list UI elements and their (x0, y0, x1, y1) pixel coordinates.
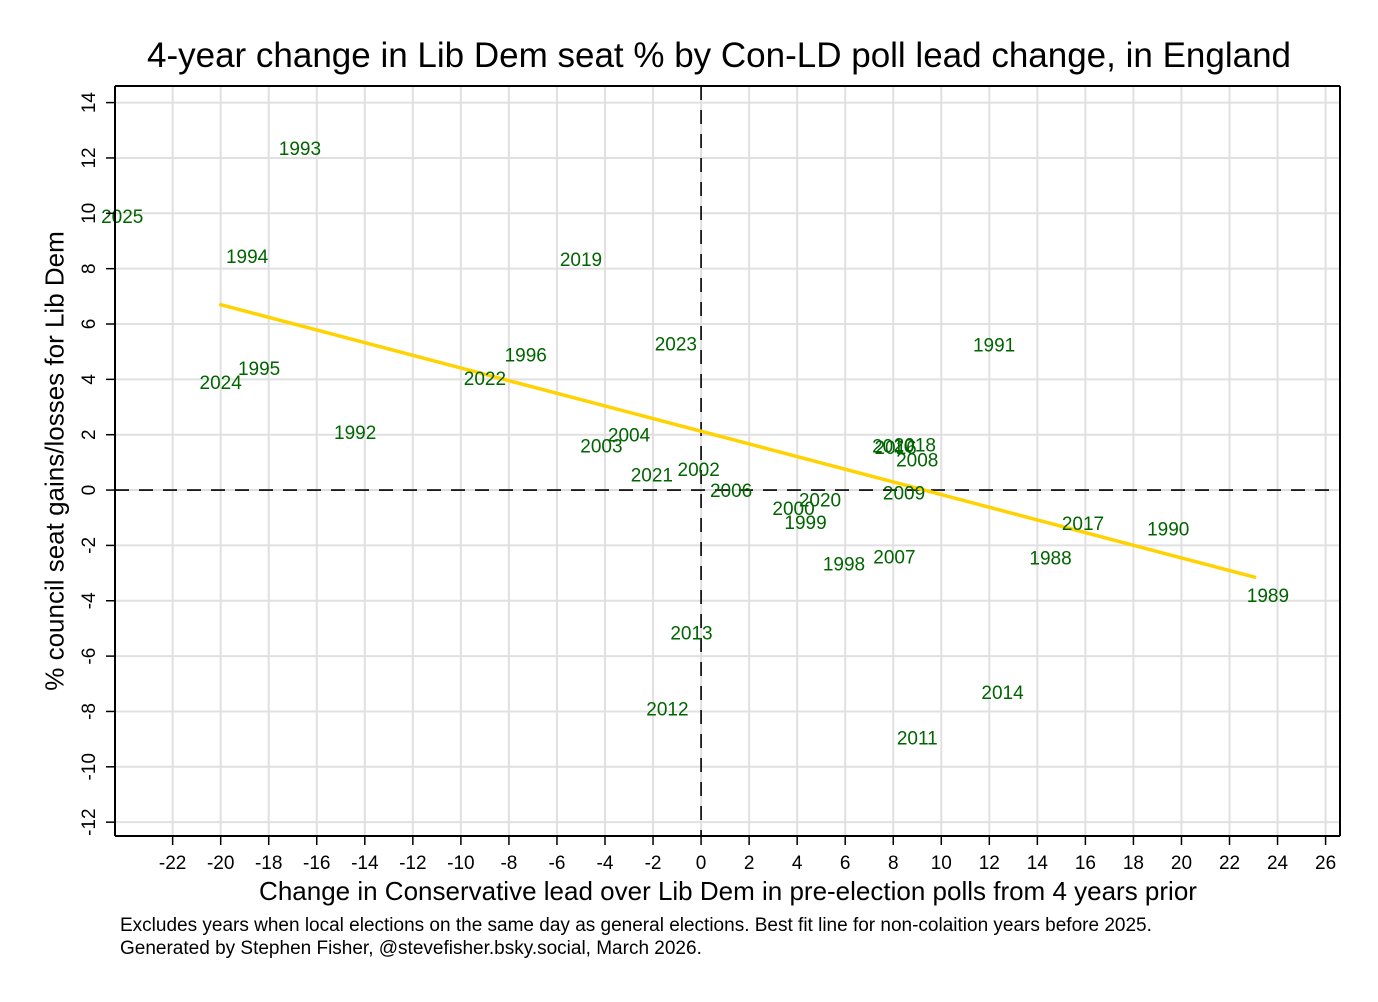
data-point-label-1990: 1990 (1147, 520, 1189, 541)
y-tick-label: 12 (79, 147, 100, 168)
x-tick-label: 20 (1171, 853, 1192, 874)
footnote-credit: Generated by Stephen Fisher, @stevefishe… (120, 938, 702, 959)
data-point-label-2007: 2007 (873, 547, 915, 568)
data-point-label-1992: 1992 (334, 423, 376, 444)
x-tick-label: -16 (303, 853, 330, 874)
reference-lines (115, 86, 1340, 836)
data-point-label-2009: 2009 (883, 484, 925, 505)
chart-title: 4-year change in Lib Dem seat % by Con-L… (146, 36, 1292, 75)
x-tick-label: -4 (597, 853, 614, 874)
y-tick-label: 8 (79, 263, 100, 274)
x-tick-label: -10 (447, 853, 474, 874)
x-tick-label: 16 (1075, 853, 1096, 874)
data-point-label-2002: 2002 (678, 460, 720, 481)
data-point-label-2011: 2011 (897, 729, 938, 750)
x-tick-label: -18 (255, 853, 282, 874)
data-point-label-2010: 2010 (872, 437, 914, 458)
data-point-label-2022: 2022 (464, 369, 506, 390)
data-point-label-2004: 2004 (608, 426, 651, 447)
y-tick-label: -8 (79, 703, 100, 720)
data-point-label-1989: 1989 (1247, 586, 1289, 607)
data-point-label-1994: 1994 (226, 247, 269, 268)
x-tick-label: 26 (1315, 853, 1336, 874)
y-tick-label: 10 (79, 203, 100, 224)
x-tick-label: 14 (1027, 853, 1049, 874)
data-point-label-2024: 2024 (200, 373, 243, 394)
data-point-label-2013: 2013 (670, 623, 712, 644)
x-tick-label: -20 (207, 853, 234, 874)
data-point-label-2000: 2000 (772, 499, 814, 520)
x-tick-label: 6 (840, 853, 851, 874)
data-point-label-2003: 2003 (580, 437, 622, 458)
x-tick-label: 8 (888, 853, 899, 874)
data-point-label-2023: 2023 (655, 334, 697, 355)
x-tick-label: -2 (645, 853, 662, 874)
x-tick-label: 10 (931, 853, 952, 874)
y-tick-label: 0 (79, 485, 100, 496)
fit-line-group (218, 302, 1257, 579)
x-tick-label: -22 (159, 853, 186, 874)
data-point-label-1996: 1996 (505, 345, 547, 366)
data-point-label-2012: 2012 (646, 700, 688, 721)
data-point-label-2019: 2019 (560, 250, 602, 271)
best-fit-line (218, 302, 1257, 579)
x-tick-label: -12 (399, 853, 426, 874)
data-point-label-2006: 2006 (710, 481, 752, 502)
x-tick-label: 2 (744, 853, 755, 874)
y-tick-label: -6 (79, 648, 100, 665)
x-tick-label: 4 (792, 853, 803, 874)
y-tick-label: -2 (79, 537, 100, 554)
x-axis-label: Change in Conservative lead over Lib Dem… (259, 876, 1197, 906)
data-point-label-2017: 2017 (1062, 514, 1104, 535)
gridlines (115, 86, 1340, 836)
x-tick-label: 18 (1123, 853, 1144, 874)
data-point-label-2018: 2018 (894, 435, 936, 456)
data-point-label-2021: 2021 (631, 466, 673, 487)
data-point-label-2008: 2008 (896, 451, 938, 472)
y-tick-label: 14 (79, 92, 100, 114)
data-point-label-1999: 1999 (784, 513, 826, 534)
data-labels: 1988 1989 1990 1991 1992 1993 1994 1995 1996 1998… (101, 139, 1289, 749)
y-tick-label: 2 (79, 429, 100, 440)
data-point-label-2016: 2016 (874, 438, 916, 459)
data-point-label-2020: 2020 (799, 491, 841, 512)
x-tick-label: 12 (979, 853, 1000, 874)
x-tick-label: -6 (549, 853, 566, 874)
data-point-label-1988: 1988 (1029, 549, 1071, 570)
data-point-label-2025: 2025 (101, 207, 143, 228)
x-tick-label: 0 (696, 853, 707, 874)
data-point-label-1993: 1993 (279, 139, 321, 160)
axes: -22 -20 -18 -16 -14 -12 -10 -8 -6 -4 -2 0 2 4 6 8 10 12 14… (79, 85, 1341, 874)
x-tick-label: -14 (351, 853, 379, 874)
x-tick-label: -8 (500, 853, 517, 874)
y-tick-label: -12 (79, 808, 100, 835)
data-point-label-1991: 1991 (973, 336, 1015, 357)
data-point-label-2014: 2014 (981, 683, 1024, 704)
y-tick-label: -4 (79, 592, 100, 609)
data-point-label-1995: 1995 (238, 359, 280, 380)
y-tick-label: 6 (79, 319, 100, 330)
data-point-label-1998: 1998 (823, 554, 865, 575)
y-tick-label: -10 (79, 753, 100, 780)
x-tick-label: 22 (1219, 853, 1240, 874)
x-tick-label: 24 (1267, 853, 1289, 874)
footnote-exclusions: Excludes years when local elections on t… (120, 915, 1152, 936)
y-tick-label: 4 (79, 374, 100, 385)
